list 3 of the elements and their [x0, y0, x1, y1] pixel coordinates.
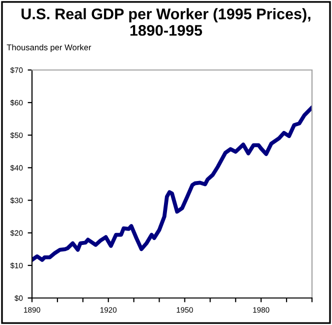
line-series: [32, 106, 312, 262]
chart-title: U.S. Real GDP per Worker (1995 Prices), 1890-1995: [22, 8, 310, 36]
y-axis-title: Thousands per Worker: [6, 44, 92, 52]
